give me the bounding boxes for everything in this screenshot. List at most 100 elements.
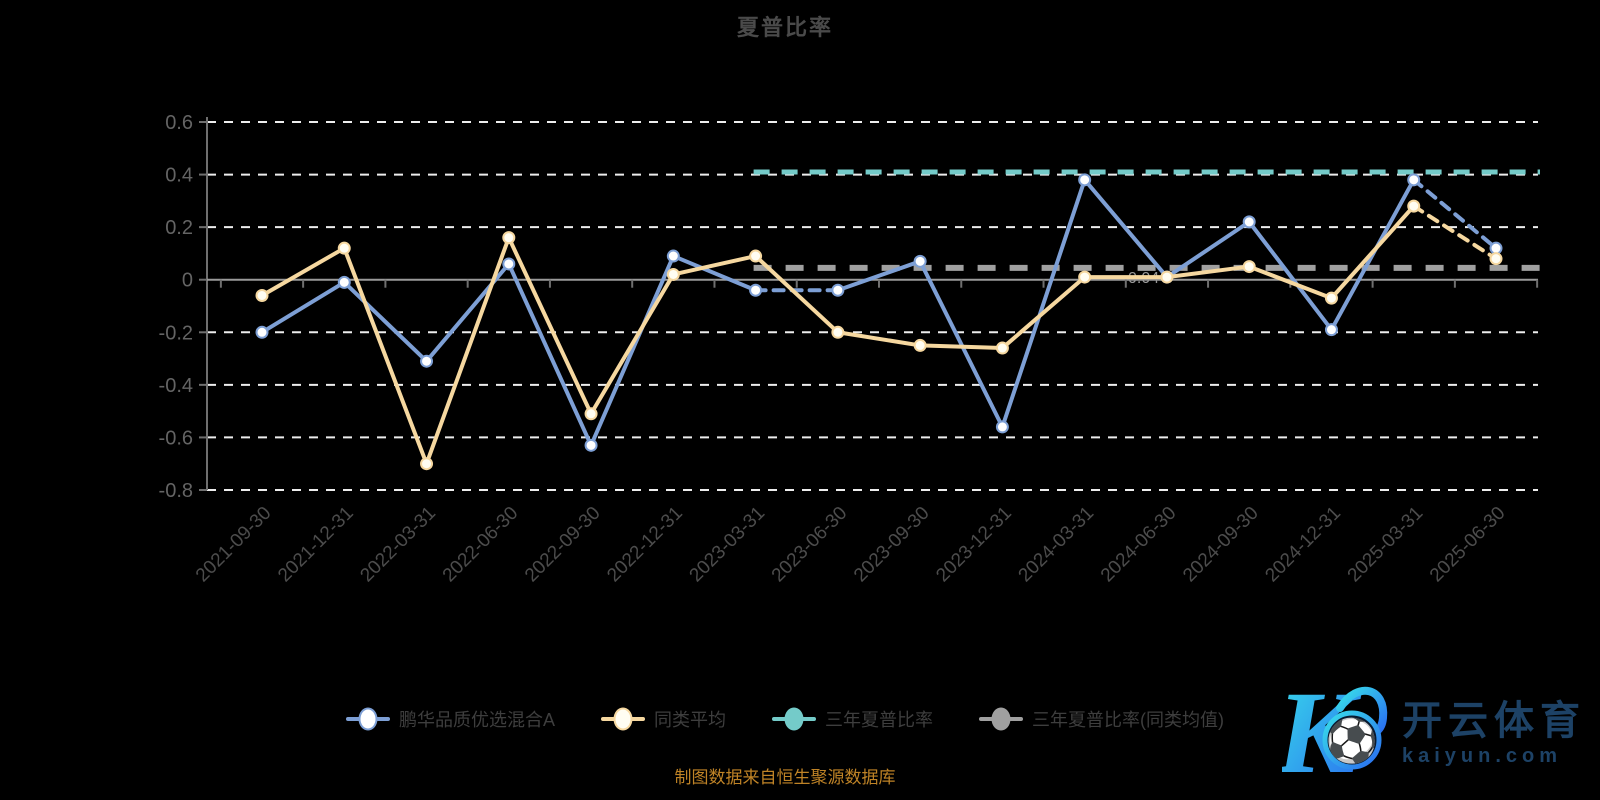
- data-point-同类平均: [1407, 199, 1421, 213]
- data-point-鹏华品质优选混合A: [1489, 241, 1503, 255]
- x-axis-label: 2025-03-31: [1344, 503, 1428, 587]
- x-axis-label: 2021-12-31: [274, 503, 358, 587]
- x-axis-label: 2024-12-31: [1261, 503, 1345, 587]
- watermark-brand-text: 开云体育: [1402, 698, 1586, 743]
- peer-line-swatch-icon: [601, 707, 645, 731]
- data-point-鹏华品质优选混合A: [1242, 215, 1256, 229]
- series-segment-同类平均: [506, 235, 594, 416]
- data-point-同类平均: [1160, 270, 1174, 284]
- series-segment-鹏华品质优选混合A: [1247, 219, 1334, 332]
- series-segment-同类平均: [753, 254, 840, 335]
- data-point-同类平均: [1242, 260, 1256, 274]
- series-segment-鹏华品质优选混合A: [1000, 177, 1087, 429]
- y-axis-label: -0.4: [159, 375, 193, 397]
- x-axis-label: 2023-12-31: [932, 503, 1016, 587]
- series-segment-同类平均: [1329, 204, 1416, 301]
- watermark-domain-text: kaiyun.com: [1402, 744, 1563, 767]
- chart-title: 夏普比率: [736, 15, 833, 40]
- x-axis-label: 2023-03-31: [686, 503, 770, 587]
- legend-item-fund[interactable]: 鹏华品质优选混合A: [345, 706, 555, 732]
- legend-item-three-year-sharpe[interactable]: 三年夏普比率: [772, 706, 933, 732]
- series-segment-同类平均: [1247, 264, 1334, 301]
- y-axis-label: 0.6: [165, 112, 193, 134]
- x-axis-label: 2025-06-30: [1426, 503, 1510, 587]
- three-year-line-swatch-icon: [772, 707, 816, 731]
- x-axis-label: 2022-06-30: [439, 503, 523, 587]
- data-point-同类平均: [1324, 291, 1338, 305]
- data-point-同类平均: [420, 457, 434, 471]
- data-point-同类平均: [666, 267, 680, 281]
- legend-label: 三年夏普比率: [825, 710, 933, 730]
- data-point-鹏华品质优选混合A: [502, 257, 516, 271]
- data-point-鹏华品质优选混合A: [1407, 173, 1421, 187]
- data-point-鹏华品质优选混合A: [420, 354, 434, 368]
- legend-item-peer-average[interactable]: 同类平均: [601, 706, 726, 732]
- data-point-同类平均: [913, 338, 927, 352]
- series-segment-同类平均: [835, 330, 923, 348]
- y-axis-label: -0.6: [159, 427, 193, 449]
- x-axis-label: 2022-03-31: [356, 503, 440, 587]
- data-point-同类平均: [255, 288, 269, 302]
- y-axis-label: 0.4: [165, 165, 193, 187]
- y-axis-label: -0.8: [159, 480, 193, 502]
- data-point-同类平均: [337, 241, 351, 255]
- data-point-鹏华品质优选混合A: [1078, 173, 1092, 187]
- data-point-鹏华品质优选混合A: [749, 283, 763, 297]
- legend-item-three-year-sharpe-peer-mean[interactable]: 三年夏普比率(同类均值): [979, 706, 1224, 732]
- series-segment-鹏华品质优选混合A: [1411, 177, 1498, 251]
- series-segment-鹏华品质优选混合A: [1082, 177, 1169, 280]
- fund-line-swatch-icon: [345, 707, 390, 731]
- x-axis-label: 2024-09-30: [1179, 503, 1263, 587]
- soccer-ball-icon: ⚽: [1324, 716, 1378, 765]
- series-segment-鹏华品质优选混合A: [918, 259, 1005, 429]
- kaiyun-logo-icon: K ⚽: [1282, 674, 1388, 792]
- y-axis-label: 0.2: [165, 217, 193, 239]
- series-segment-鹏华品质优选混合A: [835, 259, 923, 293]
- data-point-鹏华品质优选混合A: [666, 249, 680, 263]
- data-point-同类平均: [1078, 270, 1092, 284]
- chart-legend: 鹏华品质优选混合A 同类平均 三年夏普比率 三年夏普比率(同类均值): [150, 706, 1420, 732]
- series-segment-同类平均: [1411, 204, 1498, 261]
- x-axis-label: 2022-12-31: [603, 503, 687, 587]
- data-point-同类平均: [502, 231, 516, 245]
- series-segment-鹏华品质优选混合A: [260, 280, 347, 335]
- data-point-鹏华品质优选混合A: [255, 325, 269, 339]
- data-point-鹏华品质优选混合A: [913, 254, 927, 268]
- y-axis-label: 0: [182, 270, 193, 292]
- data-point-鹏华品质优选混合A: [584, 438, 598, 452]
- legend-label: 同类平均: [654, 710, 726, 730]
- series-segment-同类平均: [424, 235, 511, 466]
- x-axis-label: 2024-06-30: [1097, 503, 1181, 587]
- x-axis-label: 2023-09-30: [850, 503, 934, 587]
- legend-label: 鹏华品质优选混合A: [398, 710, 555, 730]
- data-point-鹏华品质优选混合A: [1324, 323, 1338, 337]
- data-point-同类平均: [749, 249, 763, 263]
- series-segment-同类平均: [918, 343, 1005, 351]
- data-point-鹏华品质优选混合A: [831, 283, 845, 297]
- data-point-同类平均: [584, 407, 598, 421]
- series-segment-鹏华品质优选混合A: [589, 254, 676, 448]
- kaiyun-watermark[interactable]: K ⚽ 开云体育 kaiyun.com: [1282, 674, 1586, 792]
- data-point-同类平均: [995, 341, 1009, 355]
- data-point-鹏华品质优选混合A: [337, 275, 351, 289]
- series-segment-鹏华品质优选混合A: [506, 261, 594, 448]
- series-segment-鹏华品质优选混合A: [1164, 219, 1252, 280]
- data-point-同类平均: [1489, 252, 1503, 266]
- x-axis-label: 2023-06-30: [768, 503, 852, 587]
- data-point-同类平均: [831, 325, 845, 339]
- x-axis-label: 2021-09-30: [192, 503, 276, 587]
- series-segment-鹏华品质优选混合A: [671, 254, 758, 293]
- series-segment-同类平均: [1164, 264, 1252, 280]
- series-segment-同类平均: [671, 254, 758, 277]
- soccer-ball-ring-icon: [1322, 710, 1382, 770]
- data-point-鹏华品质优选混合A: [995, 420, 1009, 434]
- x-axis-label: 2024-03-31: [1015, 503, 1099, 587]
- data-source-caption: 制图数据来自恒生聚源数据库: [674, 768, 896, 787]
- series-segment-同类平均: [342, 246, 429, 466]
- x-axis-label: 2022-09-30: [521, 503, 605, 587]
- series-segment-鹏华品质优选混合A: [342, 280, 429, 364]
- series-segment-同类平均: [1000, 275, 1087, 351]
- three-year-mean-line-swatch-icon: [979, 707, 1023, 731]
